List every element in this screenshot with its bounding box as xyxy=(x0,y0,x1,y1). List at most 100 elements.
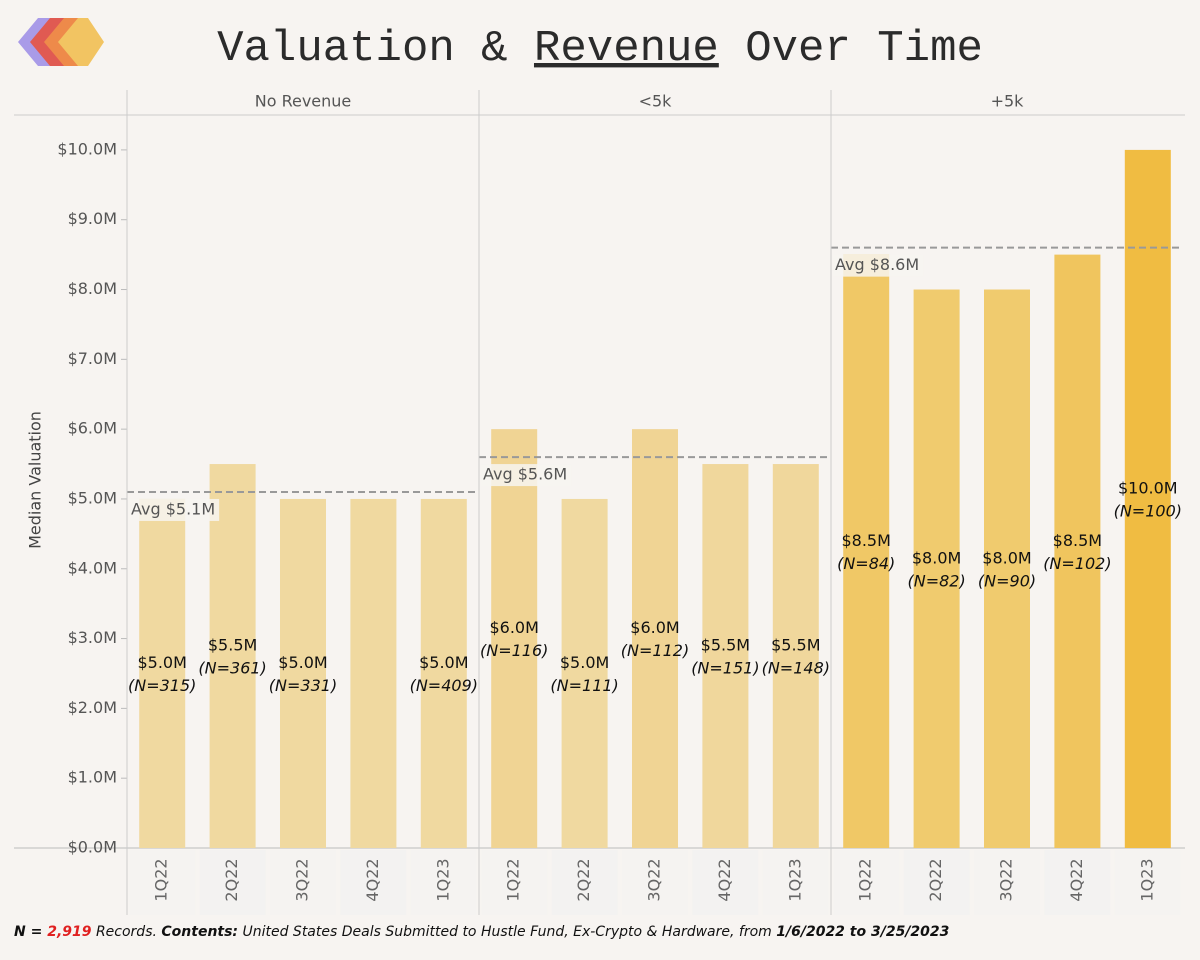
x-tick-background xyxy=(340,850,407,915)
bar xyxy=(420,498,467,848)
x-tick-background xyxy=(199,850,266,915)
value-label: $6.0M xyxy=(630,618,679,637)
x-tick-label: 1Q22 xyxy=(504,858,523,901)
facet-title: +5k xyxy=(991,92,1025,111)
x-tick-label: 2Q22 xyxy=(926,858,945,901)
average-label-background xyxy=(833,254,924,277)
n-label: (N=112) xyxy=(621,641,689,660)
footnote-part: Records. xyxy=(91,924,162,940)
footnote-part: 2,919 xyxy=(47,924,92,940)
bar xyxy=(1054,254,1101,849)
bar xyxy=(843,254,890,849)
value-label: $5.0M xyxy=(419,653,468,672)
value-label: $8.0M xyxy=(912,548,961,567)
n-label: (N=331) xyxy=(269,676,337,695)
bar xyxy=(350,498,397,848)
x-tick-background xyxy=(1114,850,1181,915)
x-tick-background xyxy=(622,850,688,915)
x-tick-label: 3Q22 xyxy=(645,858,664,901)
n-label: (N=151) xyxy=(691,659,759,678)
n-label: (N=100) xyxy=(1114,501,1182,520)
x-tick-label: 1Q23 xyxy=(785,858,804,901)
n-label: (N=102) xyxy=(1043,554,1111,573)
x-tick-background xyxy=(481,850,548,915)
footnote-part: N = xyxy=(14,924,48,940)
value-label: $5.0M xyxy=(278,653,327,672)
chart-title: Valuation & Revenue Over Time xyxy=(217,24,983,74)
n-label: (N=409) xyxy=(410,676,478,695)
n-label: (N=82) xyxy=(907,571,965,590)
footnote-part: United States Deals Submitted to Hustle … xyxy=(238,924,777,940)
y-tick-label: $10.0M xyxy=(57,139,117,158)
x-tick-label: 1Q22 xyxy=(856,858,875,901)
value-label: $6.0M xyxy=(489,618,538,637)
value-label: $5.5M xyxy=(701,636,750,655)
bar xyxy=(632,429,678,848)
average-label: Avg $5.6M xyxy=(483,465,567,484)
y-tick-label: $0.0M xyxy=(68,838,117,857)
bar xyxy=(561,498,608,848)
average-label: Avg $5.1M xyxy=(131,499,215,518)
y-tick-label: $6.0M xyxy=(68,419,117,438)
bar xyxy=(209,464,256,848)
average-label-background xyxy=(129,498,220,521)
bar xyxy=(702,464,749,848)
x-tick-background xyxy=(974,850,1040,915)
footnote-part: Contents: xyxy=(161,924,239,940)
facet-title: <5k xyxy=(639,92,673,111)
x-tick-label: 1Q23 xyxy=(433,858,452,901)
y-tick-label: $1.0M xyxy=(68,768,117,787)
average-label-background xyxy=(481,464,572,487)
x-tick-label: 3Q22 xyxy=(293,858,312,901)
title-part: Revenue xyxy=(534,24,719,74)
y-tick-label: $4.0M xyxy=(68,558,117,577)
average-label: Avg $8.6M xyxy=(835,255,919,274)
bar xyxy=(139,498,186,848)
n-label: (N=111) xyxy=(550,676,618,695)
y-tick-label: $7.0M xyxy=(68,349,117,368)
x-tick-label: 4Q22 xyxy=(363,858,382,901)
bar xyxy=(280,498,326,848)
x-tick-background xyxy=(270,850,336,915)
facet-title: No Revenue xyxy=(255,92,352,111)
y-tick-label: $8.0M xyxy=(68,279,117,298)
value-label: $8.0M xyxy=(982,548,1031,567)
x-tick-background xyxy=(903,850,970,915)
footnote: N = 2,919 Records. Contents: United Stat… xyxy=(14,924,949,940)
value-label: $10.0M xyxy=(1118,478,1178,497)
x-tick-background xyxy=(551,850,618,915)
x-tick-label: 2Q22 xyxy=(222,858,241,901)
n-label: (N=116) xyxy=(480,641,548,660)
x-tick-background xyxy=(762,850,829,915)
x-tick-label: 2Q22 xyxy=(574,858,593,901)
y-tick-label: $5.0M xyxy=(68,488,117,507)
value-label: $8.5M xyxy=(1053,531,1102,550)
n-label: (N=315) xyxy=(128,676,196,695)
bar xyxy=(491,429,538,848)
value-label: $8.5M xyxy=(841,531,890,550)
bar xyxy=(984,289,1030,848)
x-tick-background xyxy=(129,850,196,915)
bar xyxy=(772,464,819,848)
n-label: (N=361) xyxy=(198,659,266,678)
x-tick-background xyxy=(1044,850,1111,915)
x-tick-background xyxy=(410,850,477,915)
x-tick-label: 1Q23 xyxy=(1137,858,1156,901)
x-tick-background xyxy=(833,850,900,915)
x-tick-label: 4Q22 xyxy=(1067,858,1086,901)
bar xyxy=(913,289,960,848)
logo xyxy=(18,18,104,66)
value-label: $5.5M xyxy=(208,636,257,655)
title-part: Valuation & xyxy=(217,24,534,74)
n-label: (N=84) xyxy=(837,554,895,573)
x-tick-label: 3Q22 xyxy=(997,858,1016,901)
x-tick-label: 4Q22 xyxy=(715,858,734,901)
value-label: $5.0M xyxy=(560,653,609,672)
x-tick-background xyxy=(692,850,759,915)
y-axis-label: Median Valuation xyxy=(26,411,45,549)
y-tick-label: $9.0M xyxy=(68,209,117,228)
y-tick-label: $2.0M xyxy=(68,698,117,717)
footnote-part: 1/6/2022 to 3/25/2023 xyxy=(776,924,950,940)
